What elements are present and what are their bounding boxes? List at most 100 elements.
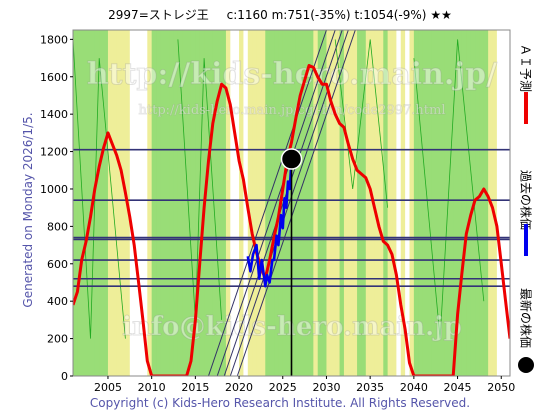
background-band	[352, 30, 358, 376]
background-band	[129, 30, 135, 376]
background-band	[256, 30, 262, 376]
legend-latest-label: 最新の株価	[518, 287, 533, 349]
background-band	[190, 30, 196, 376]
background-band	[409, 30, 415, 376]
background-band	[103, 30, 109, 376]
generated-date-label: Generated on Monday 2026/1/5.	[21, 112, 35, 308]
y-tick-label: 600	[47, 258, 68, 271]
x-tick-label: 2040	[400, 381, 428, 394]
background-band	[217, 30, 223, 376]
legend-latest-dot	[518, 357, 534, 373]
y-tick-label: 1400	[40, 108, 68, 121]
y-tick-label: 200	[47, 333, 68, 346]
background-band	[269, 30, 275, 376]
background-band	[326, 30, 332, 376]
background-band	[505, 30, 510, 376]
copyright-notice: Copyright (c) Kids-Hero Research Institu…	[89, 396, 471, 410]
background-band	[230, 30, 236, 376]
x-tick-label: 2025	[269, 381, 297, 394]
thin-green-line	[334, 39, 388, 208]
background-band	[400, 30, 406, 376]
background-band	[94, 30, 100, 376]
background-band	[361, 30, 367, 376]
background-band	[339, 30, 345, 376]
background-band	[426, 30, 432, 376]
background-band	[422, 30, 428, 376]
background-band	[116, 30, 122, 376]
trend-line	[236, 30, 356, 376]
background-band	[77, 30, 83, 376]
x-tick-label: 2030	[312, 381, 340, 394]
background-band	[496, 30, 502, 376]
background-band	[365, 30, 371, 376]
background-band	[444, 30, 450, 376]
background-band	[81, 30, 87, 376]
trend-line	[216, 30, 336, 376]
background-band	[448, 30, 454, 376]
background-band	[134, 30, 140, 376]
background-band	[112, 30, 118, 376]
x-tick-label: 2035	[356, 381, 384, 394]
background-band	[164, 30, 170, 376]
legend-past-swatch	[524, 224, 528, 256]
background-band	[177, 30, 183, 376]
background-band	[204, 30, 210, 376]
background-band	[383, 30, 389, 376]
background-band	[138, 30, 144, 376]
background-band	[343, 30, 349, 376]
watermark-sub: http://kids-hero.main.jp/cgi-bin/code299…	[139, 103, 446, 118]
background-band	[160, 30, 166, 376]
background-band	[121, 30, 127, 376]
background-band	[413, 30, 419, 376]
background-band	[195, 30, 201, 376]
background-band	[73, 30, 78, 376]
background-band	[239, 30, 245, 376]
plot-frame	[72, 29, 511, 377]
x-tick-label: 2020	[225, 381, 253, 394]
background-band	[330, 30, 336, 376]
background-band	[182, 30, 188, 376]
background-band	[234, 30, 240, 376]
thin-green-line	[413, 39, 485, 339]
background-band	[387, 30, 393, 376]
background-band	[335, 30, 341, 376]
chart-title: 2997=ストレジ王 c:1160 m:751(-35%) t:1054(-9%…	[0, 6, 560, 23]
latest-point-dot	[280, 148, 303, 170]
background-band	[396, 30, 402, 376]
background-band	[313, 30, 319, 376]
x-tick-label: 2010	[138, 381, 166, 394]
title-rating: ★★	[430, 8, 452, 22]
background-band	[453, 30, 459, 376]
background-band	[147, 30, 153, 376]
background-band	[374, 30, 380, 376]
background-band	[99, 30, 105, 376]
background-band	[418, 30, 424, 376]
background-band	[405, 30, 411, 376]
background-band	[431, 30, 437, 376]
background-band	[291, 30, 297, 376]
background-band	[300, 30, 306, 376]
title-t-value: t:1054(-9%)	[354, 8, 427, 22]
background-band	[252, 30, 258, 376]
y-tick-label: 400	[47, 295, 68, 308]
legend-past-label: 過去の株価	[518, 169, 533, 231]
background-band	[208, 30, 214, 376]
background-band	[483, 30, 489, 376]
background-band	[501, 30, 507, 376]
background-band	[173, 30, 179, 376]
background-band	[225, 30, 231, 376]
background-band	[457, 30, 463, 376]
background-band	[107, 30, 113, 376]
background-band	[86, 30, 92, 376]
watermark-site: http://kids-hero.main.jp/	[87, 57, 497, 92]
background-band	[221, 30, 227, 376]
background-band	[151, 30, 157, 376]
title-m-value: m:751(-35%)	[271, 8, 351, 22]
background-band	[186, 30, 192, 376]
y-tick-label: 1200	[40, 146, 68, 159]
background-band	[260, 30, 266, 376]
background-band	[348, 30, 354, 376]
y-tick-label: 800	[47, 220, 68, 233]
y-tick-label: 1000	[40, 183, 68, 196]
background-band	[435, 30, 441, 376]
